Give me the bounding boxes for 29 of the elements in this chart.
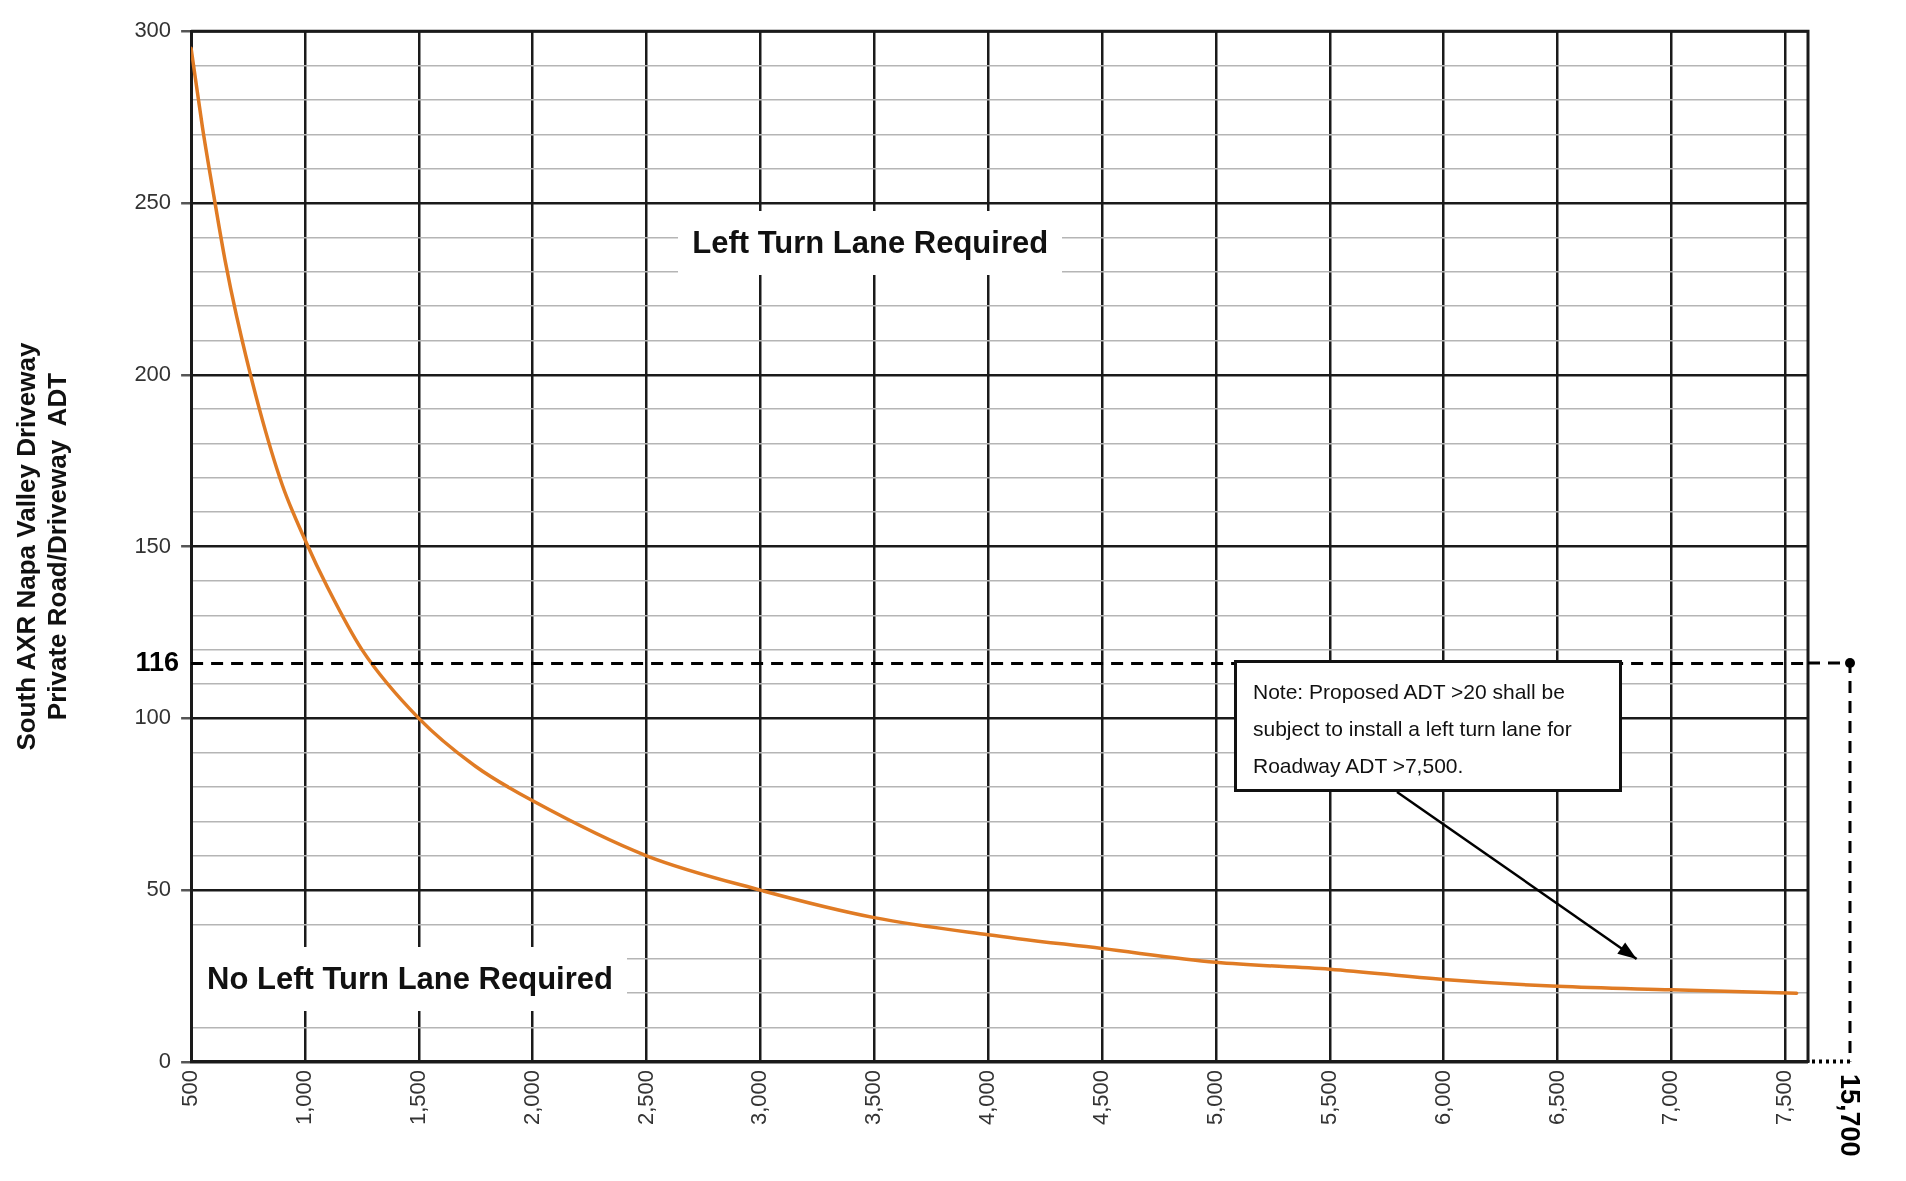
x-tick-label: 2,500	[632, 1069, 658, 1126]
y-tick-label: 50	[146, 876, 172, 902]
x-tick-label: 6,000	[1429, 1069, 1455, 1126]
y-tick-label: 200	[134, 360, 172, 386]
x-tick-label: 4,000	[974, 1069, 1000, 1126]
y-tick-label: 0	[158, 1048, 172, 1074]
x-tick-label: 7,000	[1657, 1069, 1683, 1126]
annotation: No Left Turn Lane Required	[193, 947, 627, 1012]
x-tick-label: 2,000	[518, 1069, 544, 1126]
annotation: Note: Proposed ADT >20 shall be subject to install a left turn lane for Roadway ADT >7,500.	[1253, 679, 1572, 777]
y-tick-label: 100	[134, 704, 172, 730]
x-tick-label: 3,500	[860, 1069, 886, 1126]
y-tick-label: 250	[134, 189, 172, 215]
x-tick-label: 3,000	[746, 1069, 772, 1126]
ref-line-label: 116	[135, 646, 180, 677]
x-tick-label: 5,500	[1315, 1069, 1341, 1126]
x-tick-label: 7,500	[1771, 1069, 1797, 1126]
x-tick-label: 6,500	[1543, 1069, 1569, 1126]
y-tick-label: 300	[134, 17, 172, 43]
callout-box: Note: Proposed ADT >20 shall be subject to install a left turn lane for Roadway ADT >7,500.	[1234, 659, 1622, 792]
x-tick-label: 500	[177, 1069, 203, 1107]
x-tick-label: 4,500	[1088, 1069, 1114, 1126]
text: 15,700	[1834, 1073, 1865, 1157]
y-axis-title: South AXR Napa Valley Driveway Private Road/Driveway ADT	[10, 342, 72, 751]
x-tick-label: 1,000	[291, 1069, 317, 1126]
y-tick-label: 150	[134, 532, 172, 558]
annotation: Left Turn Lane Required	[678, 210, 1063, 275]
x-tick-label: 5,000	[1201, 1069, 1227, 1126]
x-tick-label: 1,500	[404, 1069, 430, 1126]
